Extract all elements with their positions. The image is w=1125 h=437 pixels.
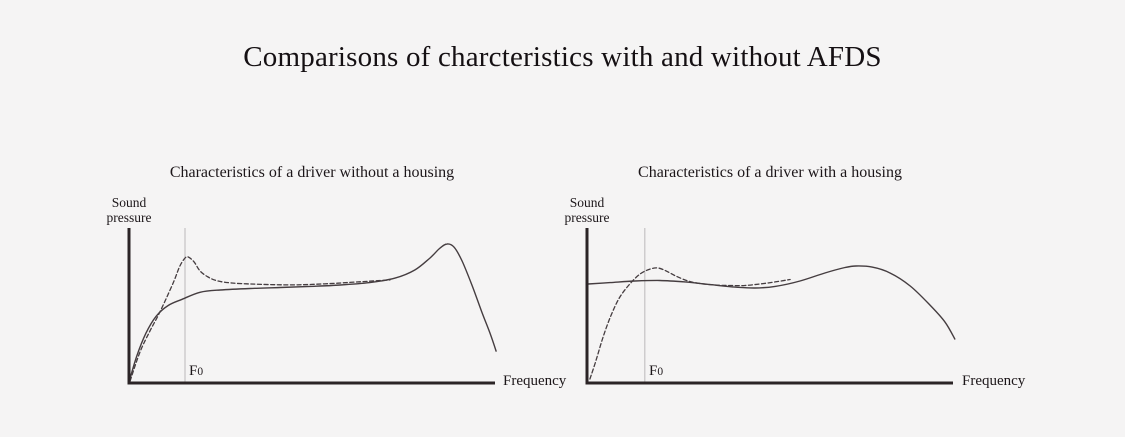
solid-curve xyxy=(587,265,956,340)
frequency-label-right: Frequency xyxy=(962,373,1026,389)
sound-pressure-label-right: Sound pressure xyxy=(564,195,610,225)
f0-label-sub: 0 xyxy=(197,366,204,378)
f0-label-left: F0 xyxy=(189,363,203,380)
dashed-curve xyxy=(589,267,791,380)
f0-label-main: F xyxy=(189,363,198,379)
frequency-label-left: Frequency xyxy=(503,373,567,389)
solid-curve xyxy=(128,243,497,383)
chart-with-housing xyxy=(585,228,956,385)
f0-label-right: F0 xyxy=(649,363,663,380)
f0-label-main: F xyxy=(649,363,658,379)
dashed-curve xyxy=(129,255,391,382)
chart-without-housing xyxy=(127,228,497,385)
chart-subtitle-with-housing: Characteristics of a driver with a housi… xyxy=(638,164,902,181)
f0-label-sub: 0 xyxy=(657,366,664,378)
figure-title: Comparisons of charcteristics with and w… xyxy=(243,41,882,73)
sound-pressure-label-left: Sound pressure xyxy=(106,195,152,225)
chart-subtitle-without-housing: Characteristics of a driver without a ho… xyxy=(169,164,455,181)
